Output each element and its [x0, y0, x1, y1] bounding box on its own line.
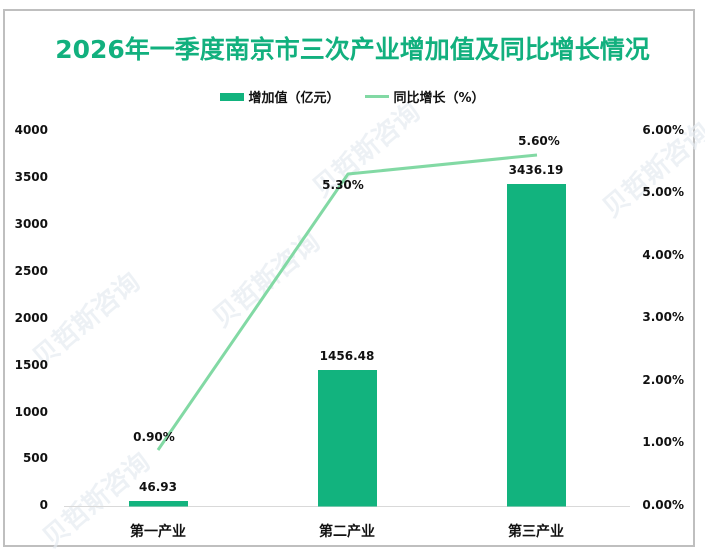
y-right-tick: 0.00% — [642, 498, 684, 512]
x-category-label: 第二产业 — [319, 524, 375, 540]
legend-item-line[interactable]: 同比增长（%） — [365, 87, 485, 106]
y-right-tick: 3.00% — [642, 310, 684, 324]
bar-primary[interactable] — [129, 501, 188, 507]
x-category-label: 第三产业 — [508, 524, 564, 540]
y-left-tick: 500 — [22, 451, 48, 465]
growth-line[interactable] — [156, 153, 538, 451]
legend-label: 增加值（亿元） — [248, 91, 340, 106]
y-right-tick: 2.00% — [642, 373, 684, 387]
y-left-tick: 4000 — [14, 123, 48, 137]
chart-title: 2026年一季度南京市三次产业增加值及同比增长情况 — [55, 35, 650, 64]
bar-value-label: 3436.19 — [508, 163, 564, 177]
legend: 增加值（亿元） 同比增长（%） — [0, 87, 705, 106]
x-category-label: 第一产业 — [130, 524, 186, 540]
y-right-tick: 4.00% — [642, 248, 684, 262]
legend-label: 同比增长（%） — [393, 91, 485, 106]
y-left-tick: 1000 — [14, 405, 48, 419]
y-right-tick: 5.00% — [642, 185, 684, 199]
y-right-tick: 1.00% — [642, 435, 684, 449]
y-right-tick: 6.00% — [642, 123, 684, 137]
bar-swatch-icon — [220, 92, 245, 101]
bar-value-label: 46.93 — [139, 480, 177, 494]
y-left-tick: 2500 — [14, 264, 48, 278]
bar-value-label: 1456.48 — [319, 349, 375, 363]
y-left-tick: 0 — [39, 498, 48, 512]
line-swatch-icon — [365, 95, 390, 98]
y-left-tick: 2000 — [14, 311, 48, 325]
line-value-label: 5.60% — [518, 134, 560, 148]
line-value-label: 0.90% — [133, 430, 175, 444]
bar-tertiary[interactable] — [507, 184, 566, 507]
bar-secondary[interactable] — [318, 370, 377, 507]
y-left-tick: 3000 — [14, 217, 48, 231]
y-left-tick: 3500 — [14, 170, 48, 184]
legend-item-bar[interactable]: 增加值（亿元） — [220, 87, 339, 106]
line-value-label: 5.30% — [322, 178, 364, 192]
chart-frame — [3, 9, 695, 547]
y-left-tick: 1500 — [14, 358, 48, 372]
